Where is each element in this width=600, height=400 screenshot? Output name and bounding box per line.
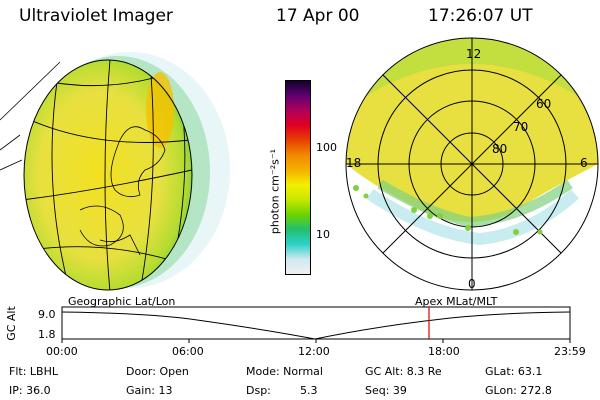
polar-mlt-6: 6 (580, 156, 588, 170)
colorbar-unit-label: photon cm⁻²s⁻¹ (268, 148, 282, 235)
strip-xtick-1800: 18:00 (428, 345, 460, 358)
strip-axis-title: GC Alt (4, 306, 18, 341)
strip-ytick-top: 9.0 (38, 308, 56, 321)
colorbar (285, 80, 311, 275)
status-ip: IP: 36.0 (9, 384, 51, 397)
status-flt: Flt: LBHL (9, 365, 58, 378)
status-seq: Seq: 39 (365, 384, 407, 397)
colorbar-tick-100: 100 (316, 141, 337, 154)
geographic-image (0, 52, 230, 291)
polar-mlt-0: 0 (468, 277, 476, 291)
altitude-strip-plot (61, 306, 571, 343)
polar-mlt-18: 18 (346, 156, 362, 170)
status-glat: GLat: 63.1 (485, 365, 543, 378)
strip-xtick-1200: 12:00 (298, 345, 330, 358)
polar-plot (345, 37, 599, 291)
strip-left-label: Geographic Lat/Lon (68, 295, 176, 308)
status-gain: Gain: 13 (126, 384, 173, 397)
status-gc-alt: GC Alt: 8.3 Re (365, 365, 442, 378)
status-glon: GLon: 272.8 (485, 384, 552, 397)
date-label: 17 Apr 00 (276, 6, 360, 26)
strip-xtick-2359: 23:59 (554, 345, 586, 358)
strip-ytick-bottom: 1.8 (38, 328, 56, 341)
status-mode: Mode: Normal (246, 365, 323, 378)
status-door: Door: Open (126, 365, 189, 378)
polar-lat-60: 60 (536, 97, 552, 111)
strip-right-label: Apex MLat/MLT (415, 295, 498, 308)
instrument-title: Ultraviolet Imager (19, 6, 173, 26)
polar-mlt-12: 12 (466, 47, 482, 61)
time-label: 17:26:07 UT (428, 6, 533, 26)
status-dsp-value: 5.3 (300, 384, 318, 397)
strip-xtick-0600: 06:00 (172, 345, 204, 358)
status-dsp-label: Dsp: (246, 384, 271, 397)
colorbar-tick-10: 10 (316, 228, 330, 241)
strip-xtick-0000: 00:00 (46, 345, 78, 358)
polar-lat-80: 80 (492, 142, 508, 156)
polar-lat-70: 70 (513, 120, 529, 134)
